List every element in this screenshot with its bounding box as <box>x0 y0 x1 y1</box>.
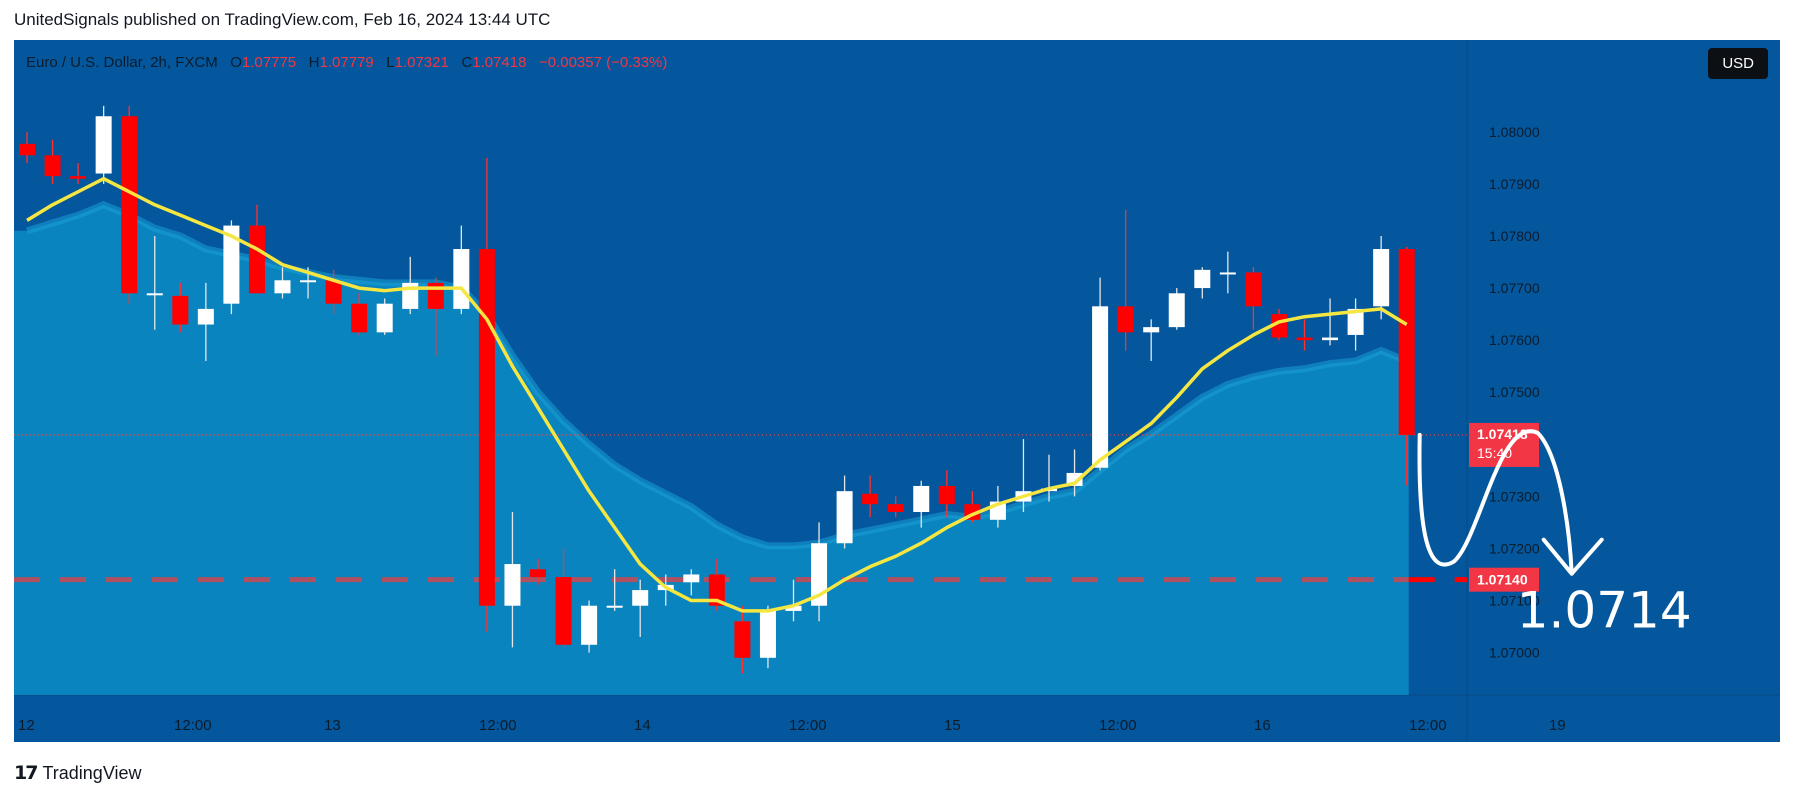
candle-down <box>351 303 368 333</box>
time-tick-label: 16 <box>1254 717 1271 734</box>
price-tick-label: 1.07700 <box>1489 280 1540 296</box>
candle-up <box>759 610 776 658</box>
price-axis-panel <box>1467 40 1780 742</box>
price-tick-label: 1.08000 <box>1489 124 1540 140</box>
candle-up <box>504 564 521 606</box>
candle-down <box>555 577 572 645</box>
level-price-badge <box>1469 567 1539 592</box>
candle-down <box>1398 249 1415 435</box>
candle-down <box>44 155 61 177</box>
candle-down <box>887 504 904 512</box>
price-tick-label: 1.07100 <box>1489 593 1540 609</box>
tradingview-logo: 17 <box>14 762 38 784</box>
candle-up <box>300 280 317 283</box>
time-tick-label: 12:00 <box>479 717 517 734</box>
candle-down <box>325 280 342 304</box>
candle-down <box>1117 306 1134 333</box>
time-tick-label: 19 <box>1549 717 1566 734</box>
candle-down <box>172 295 189 325</box>
annotation-arrow <box>1417 429 1574 576</box>
price-tick-label: 1.07800 <box>1489 228 1540 244</box>
candle-up <box>581 605 598 645</box>
candle-up <box>836 491 853 544</box>
candle-up <box>1168 293 1185 328</box>
price-tick-label: 1.07600 <box>1489 332 1540 348</box>
candle-down <box>70 176 87 179</box>
candle-up <box>632 590 649 606</box>
level-price-label: 1.07140 <box>1477 572 1528 588</box>
time-tick-label: 12:00 <box>789 717 827 734</box>
high-key: H <box>308 54 320 71</box>
candle-up <box>1092 306 1109 468</box>
symbol-legend: Euro / U.S. Dollar, 2h, FXCM O1.07775 H1… <box>26 54 667 71</box>
candle-up <box>606 605 623 608</box>
candle-down <box>708 574 725 606</box>
candle-down <box>478 249 495 606</box>
close-key: C <box>461 54 473 71</box>
open-key: O <box>230 54 242 71</box>
target-level-annotation: 1.0714 <box>1517 582 1692 640</box>
candle-up <box>223 225 240 304</box>
candle-up <box>913 485 930 512</box>
time-tick-label: 12:00 <box>1099 717 1137 734</box>
symbol-title: Euro / U.S. Dollar, 2h, FXCM <box>26 54 218 71</box>
time-tick-label: 13 <box>324 717 341 734</box>
candle-down <box>248 225 265 294</box>
low-value: 1.07321 <box>394 54 449 71</box>
time-tick-label: 12:00 <box>174 717 212 734</box>
time-axis-panel <box>14 695 1780 742</box>
publish-header: UnitedSignals published on TradingView.c… <box>14 10 551 29</box>
candle-up <box>1373 249 1390 307</box>
time-tick-label: 12:00 <box>1409 717 1447 734</box>
time-tick-label: 15 <box>944 717 961 734</box>
open-value: 1.07775 <box>241 54 297 71</box>
candle-down <box>19 143 35 156</box>
candle-down <box>938 485 955 505</box>
candle-up <box>376 303 393 333</box>
close-value: 1.07418 <box>472 54 527 71</box>
price-tick-label: 1.07200 <box>1489 540 1540 556</box>
candle-up <box>1347 308 1364 335</box>
chart-frame[interactable]: 1.08000 1.07900 1.07800 1.07700 1.07600 1.075… <box>14 40 1780 742</box>
time-tick-label: 14 <box>634 717 651 734</box>
brand-name: TradingView <box>42 762 142 783</box>
footer: 17 TradingView <box>14 762 142 784</box>
candle-up <box>146 293 163 296</box>
low-key: L <box>386 54 395 71</box>
candle-down <box>530 569 546 578</box>
candlestick-chart: 1.08000 1.07900 1.07800 1.07700 1.07600 1.075… <box>14 40 1780 742</box>
candle-down <box>1296 337 1313 341</box>
price-tick-label: 1.07300 <box>1489 488 1540 504</box>
candle-down <box>1245 272 1262 307</box>
candle-up <box>1219 272 1236 275</box>
candle-up <box>811 543 828 606</box>
price-tick-label: 1.07900 <box>1489 176 1540 192</box>
candle-up <box>1143 327 1160 333</box>
candle-up <box>95 116 112 174</box>
candle-up <box>785 605 802 611</box>
change-value: −0.00357 (−0.33%) <box>538 54 668 71</box>
candle-down <box>121 116 138 294</box>
annotation-arrowhead <box>1541 537 1604 576</box>
price-tick-label: 1.07000 <box>1489 645 1540 661</box>
candle-up <box>453 249 470 309</box>
candle-up <box>274 280 291 294</box>
time-tick-label: 12 <box>18 717 35 734</box>
high-value: 1.07779 <box>319 54 374 71</box>
price-tick-label: 1.07500 <box>1489 384 1540 400</box>
candle-down <box>862 493 879 505</box>
candle-up <box>683 574 700 583</box>
candle-up <box>1322 337 1339 341</box>
candle-up <box>197 308 214 325</box>
ema-line <box>26 176 1408 613</box>
currency-button[interactable]: USD <box>1708 48 1768 79</box>
candle-down <box>734 621 751 658</box>
candle-up <box>1194 269 1211 289</box>
